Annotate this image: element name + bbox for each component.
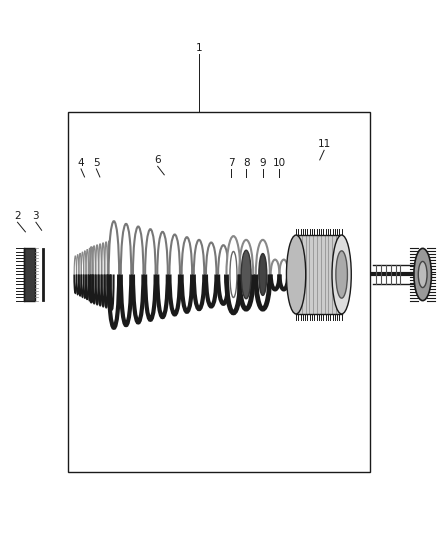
Text: 3: 3 xyxy=(32,211,39,221)
Bar xyxy=(24,248,35,301)
Ellipse shape xyxy=(206,243,216,306)
Ellipse shape xyxy=(230,252,237,297)
Text: 7: 7 xyxy=(228,158,235,167)
Text: 2: 2 xyxy=(14,211,21,221)
Ellipse shape xyxy=(259,254,267,295)
Ellipse shape xyxy=(286,235,306,314)
Ellipse shape xyxy=(182,237,192,312)
Ellipse shape xyxy=(133,227,144,322)
Ellipse shape xyxy=(157,232,168,317)
Bar xyxy=(296,235,342,314)
Text: 4: 4 xyxy=(78,158,85,167)
Ellipse shape xyxy=(109,221,119,328)
Ellipse shape xyxy=(271,260,279,289)
Bar xyxy=(68,112,370,472)
Ellipse shape xyxy=(170,235,180,314)
Text: 10: 10 xyxy=(273,158,286,167)
Ellipse shape xyxy=(239,240,253,309)
Ellipse shape xyxy=(121,224,131,325)
Ellipse shape xyxy=(418,262,427,288)
Ellipse shape xyxy=(226,236,240,313)
Text: 1: 1 xyxy=(196,43,203,53)
Ellipse shape xyxy=(418,248,427,301)
Ellipse shape xyxy=(194,240,204,309)
Ellipse shape xyxy=(256,240,270,309)
Ellipse shape xyxy=(279,260,288,289)
Ellipse shape xyxy=(332,235,351,314)
Text: 6: 6 xyxy=(154,155,161,165)
Ellipse shape xyxy=(336,251,347,298)
Ellipse shape xyxy=(218,245,229,304)
Text: 11: 11 xyxy=(318,139,331,149)
Ellipse shape xyxy=(241,250,251,298)
Text: 9: 9 xyxy=(259,158,266,167)
Text: 8: 8 xyxy=(243,158,250,167)
Text: 5: 5 xyxy=(93,158,100,167)
Ellipse shape xyxy=(414,248,431,301)
Ellipse shape xyxy=(145,229,155,320)
